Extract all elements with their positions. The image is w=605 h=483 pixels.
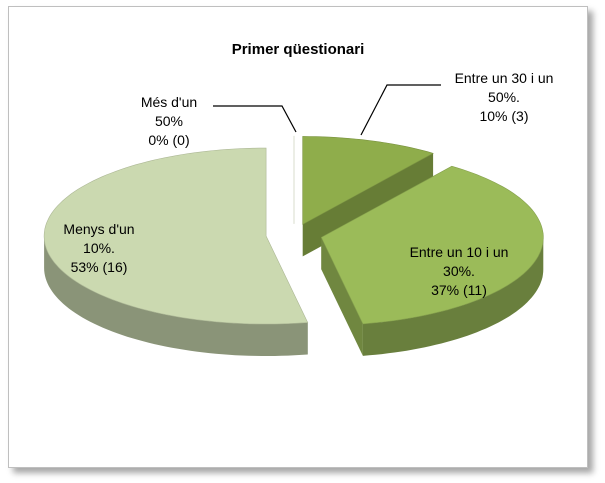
slice [43,147,309,325]
slice-side [44,236,308,356]
data-label: Entre un 10 i un 30%. 37% (11) [409,243,509,300]
leader-line [213,105,297,133]
category-label: Entre un 30 i un 50%. [454,70,554,105]
category-label: Menys d'un 10%. [63,221,135,256]
category-label: Entre un 10 i un 30%. [409,244,509,279]
category-label: Més d'un 50% [140,94,198,129]
data-label: Entre un 30 i un 50%. 10% (3) [454,69,554,126]
slice-side [362,237,544,356]
value-label: 53% (16) [70,259,128,275]
data-label: Menys d'un 10%. 53% (16) [54,220,144,277]
data-label: Més d'un 50% 0% (0) [129,93,209,150]
chart [43,84,544,356]
value-label: 10% (3) [479,108,529,124]
slice [320,165,544,325]
slice [302,136,434,225]
slice-cut-face [321,237,363,356]
value-label: 37% (11) [431,282,487,298]
chart-title: Primer qüestionari [231,41,365,58]
value-label: 0% (0) [148,132,190,148]
leader-line [360,84,441,136]
chart-frame: Primer qüestionari Entre un 30 i un 50%.… [8,6,588,468]
